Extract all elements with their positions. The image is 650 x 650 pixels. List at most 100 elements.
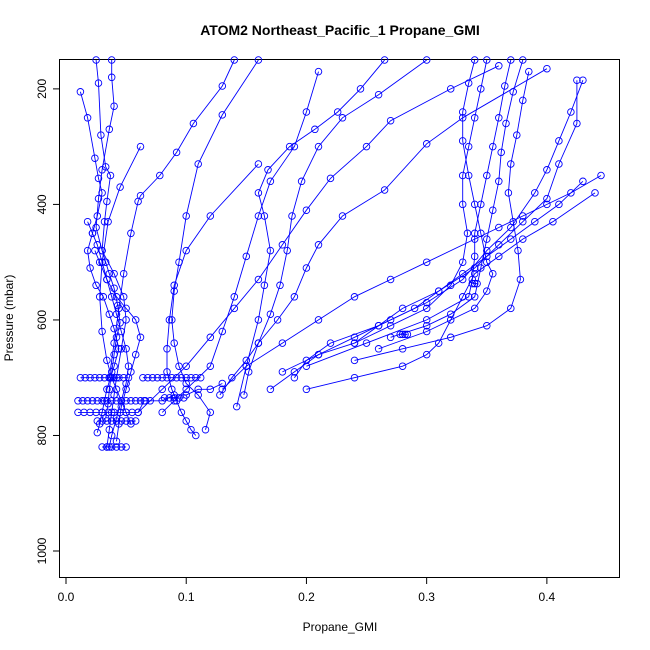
data-point [422, 350, 431, 359]
data-point [163, 345, 171, 353]
data-point [103, 197, 111, 206]
data-point [163, 368, 171, 376]
data-point [311, 125, 319, 134]
data-point [422, 258, 431, 266]
data-point [242, 362, 251, 370]
series-23-line [354, 59, 488, 344]
data-point [470, 252, 479, 261]
data-point [93, 397, 102, 405]
data-point [206, 362, 215, 370]
data-point [519, 212, 527, 220]
data-point [398, 304, 407, 313]
x-tick-label: 0.2 [298, 590, 315, 604]
data-point [254, 316, 263, 324]
data-point [495, 177, 503, 186]
data-point [74, 408, 82, 417]
data-point [326, 174, 335, 183]
data-point [386, 116, 395, 125]
x-tick-label: 0.3 [418, 590, 435, 604]
data-point [350, 373, 359, 382]
data-point [139, 373, 147, 382]
data-point [278, 241, 287, 249]
data-point [495, 62, 503, 70]
data-point [136, 397, 145, 405]
data-point [380, 56, 389, 64]
data-point [446, 333, 455, 342]
chart-title: ATOM2 Northeast_Pacific_1 Propane_GMI [200, 22, 480, 38]
data-point [495, 241, 503, 249]
series-20-line [378, 59, 494, 350]
series-7 [105, 56, 239, 382]
data-point [122, 408, 130, 417]
data-point [116, 408, 124, 417]
data-point [489, 206, 497, 214]
data-point [398, 345, 407, 353]
data-point [110, 408, 118, 417]
data-point [422, 140, 431, 148]
data-point [386, 321, 395, 330]
data-point [105, 373, 114, 382]
data-point [194, 391, 202, 399]
data-point [254, 275, 263, 284]
data-point [374, 345, 383, 353]
data-point [112, 417, 121, 425]
data-point [218, 379, 227, 388]
data-point [297, 177, 306, 186]
data-point [95, 293, 104, 301]
data-point [80, 408, 88, 417]
data-point [136, 142, 145, 151]
data-point [507, 235, 515, 243]
data-point [278, 339, 287, 347]
data-point [100, 373, 109, 382]
data-point [196, 373, 205, 382]
series-21 [350, 67, 533, 365]
data-point [103, 417, 111, 425]
series-19 [302, 56, 515, 370]
data-point [107, 397, 116, 405]
data-point [260, 212, 269, 220]
data-point [597, 171, 605, 180]
data-point [105, 310, 114, 318]
data-point [127, 397, 135, 405]
data-point [107, 443, 116, 451]
data-point [119, 269, 128, 278]
data-point [117, 417, 126, 425]
data-point [531, 189, 539, 197]
data-point [115, 304, 123, 313]
data-point [470, 264, 479, 272]
data-point [83, 246, 92, 255]
series-30 [98, 443, 130, 451]
data-point [206, 408, 215, 417]
series-22-line [390, 59, 524, 338]
series-22 [386, 56, 527, 342]
data-point [254, 189, 263, 197]
data-point [158, 408, 166, 417]
data-point [76, 373, 85, 382]
data-point [555, 200, 563, 209]
data-point [314, 142, 323, 151]
data-point [543, 194, 551, 203]
data-point [92, 56, 100, 64]
data-point [254, 160, 263, 168]
data-point [516, 275, 525, 284]
data-point [276, 281, 284, 290]
data-point [254, 212, 263, 220]
data-point [470, 304, 479, 313]
data-point [79, 397, 87, 405]
data-point [497, 148, 505, 157]
data-point [172, 373, 181, 382]
data-point [182, 362, 190, 370]
data-point [182, 373, 190, 382]
data-point [180, 394, 188, 402]
data-point [206, 385, 215, 394]
data-point [555, 160, 563, 168]
data-point [103, 443, 111, 451]
data-point [165, 316, 174, 324]
data-point [94, 194, 103, 203]
data-point [88, 397, 97, 405]
data-point [396, 330, 404, 339]
data-point [112, 397, 121, 405]
data-point [470, 269, 479, 278]
data-point [531, 217, 539, 226]
